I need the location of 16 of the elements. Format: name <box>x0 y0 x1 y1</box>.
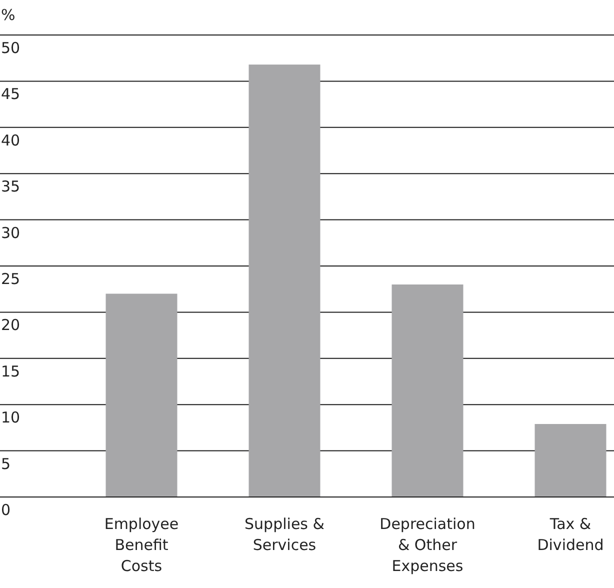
x-tick-label: Tax & Dividend <box>537 515 604 554</box>
y-tick-label: 30 <box>1 224 20 242</box>
y-tick-label: 15 <box>1 362 20 380</box>
y-tick-label: 10 <box>1 408 20 427</box>
y-tick-label: 25 <box>1 270 20 288</box>
y-tick-label: 50 <box>1 39 20 57</box>
x-tick-label: Depreciation & Other Expenses <box>380 515 476 575</box>
y-tick-label: 45 <box>1 85 20 104</box>
y-axis-title: % <box>1 6 16 24</box>
y-tick-label: 5 <box>1 454 11 473</box>
y-tick-label: 20 <box>1 316 20 334</box>
y-tick-label: 40 <box>1 131 20 150</box>
y-tick-label: 35 <box>1 178 20 196</box>
x-tick-label: Supplies & Services <box>244 515 325 554</box>
x-tick-label: Employee Benefit Costs <box>104 515 179 575</box>
y-tick-label: 0 <box>1 501 11 519</box>
